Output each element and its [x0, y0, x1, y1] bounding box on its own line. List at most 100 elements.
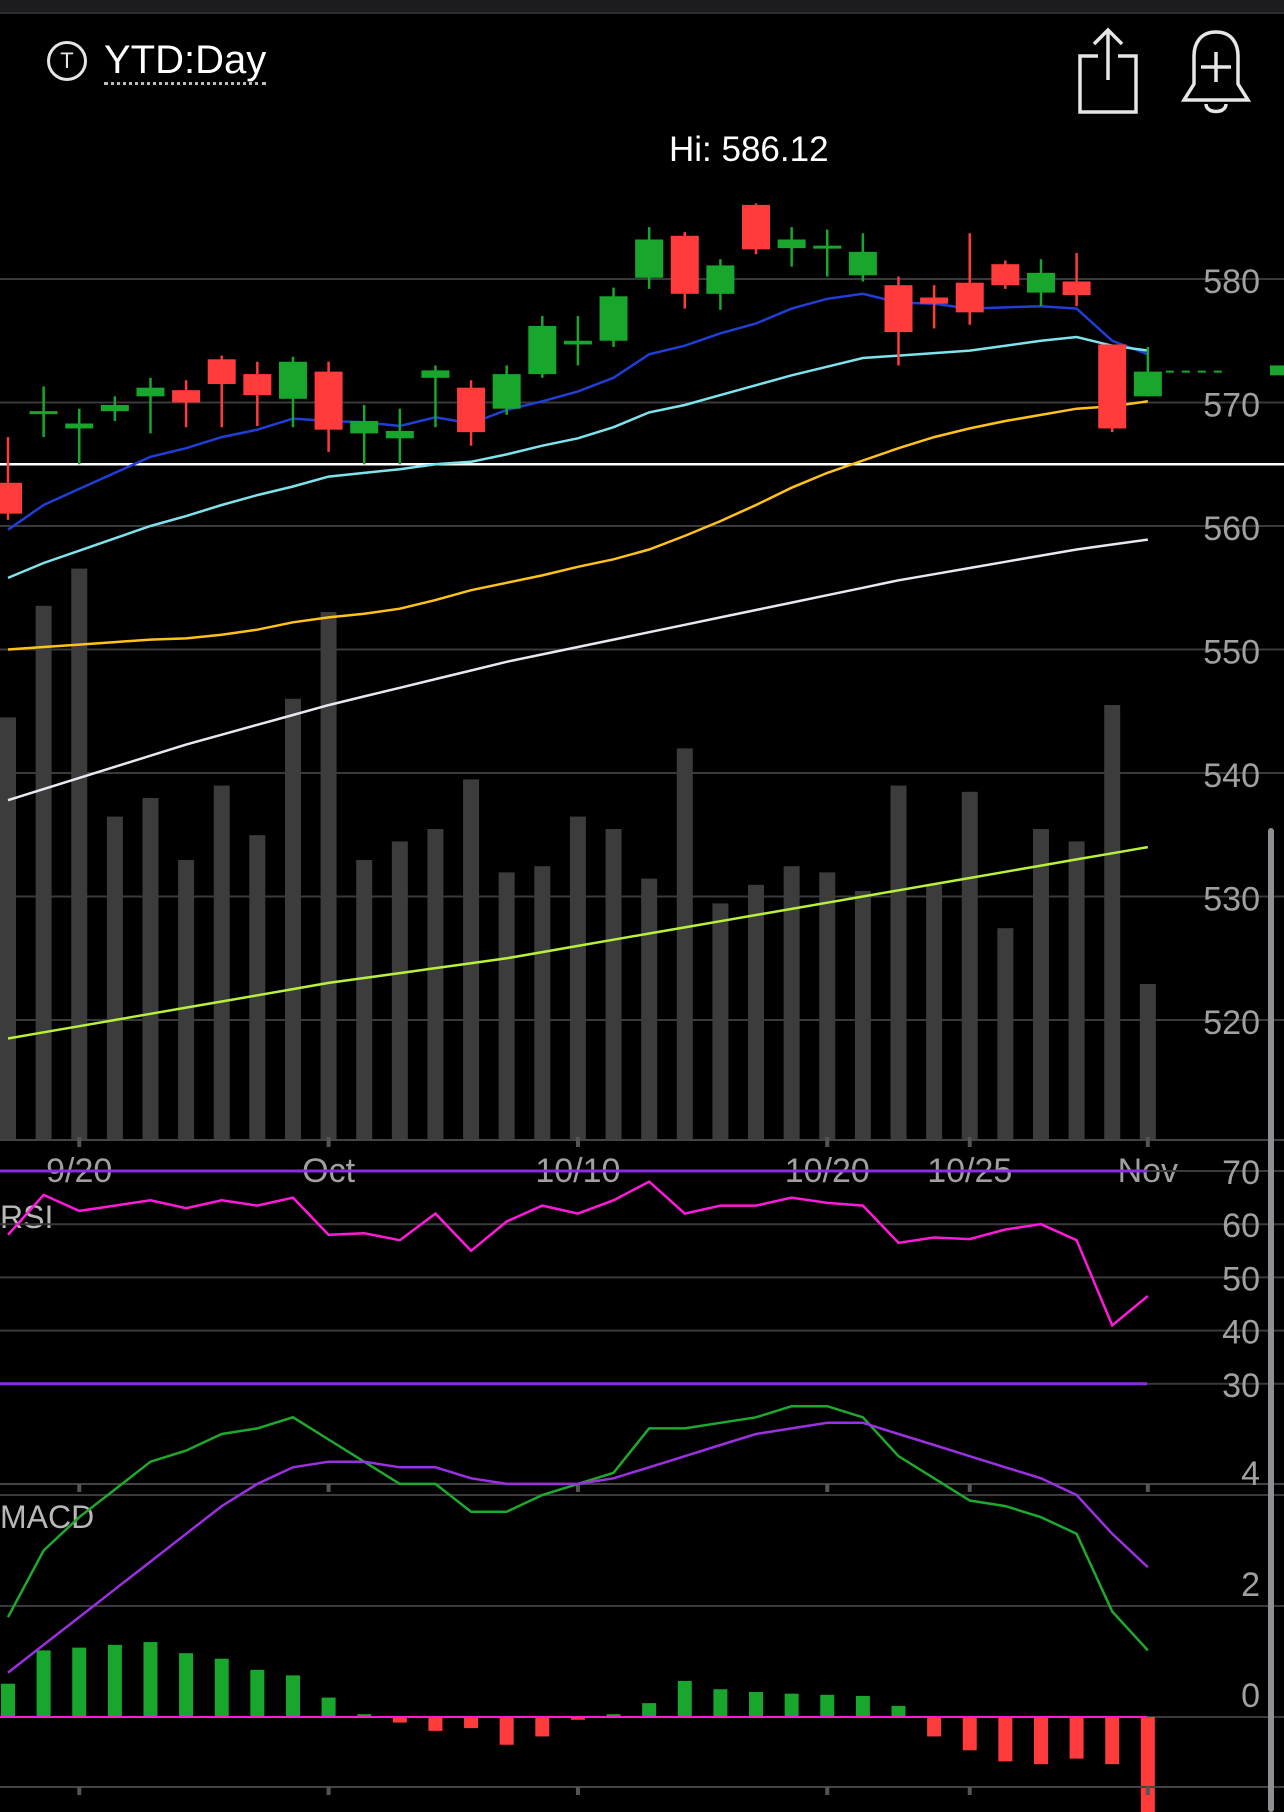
y-tick-label: 2	[1241, 1566, 1260, 1604]
candle	[528, 325, 557, 375]
macd-line	[6, 1404, 1149, 1652]
candle	[920, 297, 949, 304]
macd-histogram-bar	[891, 1705, 906, 1717]
macd-histogram-bar	[321, 1697, 336, 1717]
volume-bar	[605, 829, 622, 1139]
volume-bar	[142, 798, 159, 1139]
candle	[1026, 272, 1055, 293]
y-tick-label: 50	[1222, 1260, 1260, 1298]
moving-average-line	[7, 845, 1149, 1040]
volume-bar	[641, 878, 658, 1139]
macd-signal-line	[7, 1421, 1149, 1674]
volume-bar	[819, 872, 836, 1139]
candle	[350, 421, 379, 434]
period-selector[interactable]: YTD:Day	[104, 38, 267, 85]
y-tick-label: 70	[1222, 1154, 1260, 1192]
macd-histogram-bar	[1033, 1717, 1048, 1765]
macd-histogram-bar	[1105, 1717, 1120, 1765]
candle	[1133, 371, 1162, 397]
candle	[599, 296, 628, 341]
y-tick-label: 60	[1222, 1207, 1260, 1245]
candle	[1270, 365, 1284, 376]
rsi-line	[7, 1180, 1149, 1328]
volume-bar	[498, 872, 515, 1139]
share-icon	[1078, 27, 1138, 114]
macd-histogram-bar	[927, 1717, 942, 1737]
scrollbar-thumb	[1268, 828, 1274, 1812]
macd-histogram-bar	[606, 1714, 621, 1717]
volume-bar	[676, 748, 693, 1139]
macd-histogram-bar	[499, 1717, 514, 1745]
volume-bar	[534, 866, 551, 1139]
chart-header: T YTD:Day	[0, 14, 1284, 114]
macd-histogram-bar	[749, 1692, 764, 1717]
volume-bar	[71, 568, 88, 1139]
volume-bar	[854, 891, 871, 1139]
volume-bar	[926, 884, 943, 1139]
moving-average-line	[7, 335, 1149, 580]
y-tick-label: 30	[1222, 1367, 1260, 1405]
volume-bar	[106, 816, 123, 1139]
macd-histogram-bar	[535, 1717, 550, 1737]
candle	[172, 390, 201, 403]
volume-bar	[249, 835, 266, 1139]
candle	[100, 404, 129, 412]
macd-histogram-bar	[1, 1683, 15, 1717]
y-tick-label: 520	[1203, 1004, 1260, 1042]
moving-average-line	[7, 400, 1149, 651]
macd-histogram-bar	[214, 1658, 229, 1717]
macd-histogram-bar	[642, 1703, 657, 1717]
macd-histogram-bar	[428, 1717, 443, 1731]
symbol-t-icon: T	[47, 41, 87, 81]
macd-histogram-bar	[107, 1644, 122, 1717]
volume-bar	[961, 791, 978, 1139]
macd-histogram-bar	[143, 1642, 158, 1717]
high-label: Hi: 586.12	[669, 130, 829, 169]
macd-histogram-bar	[179, 1653, 194, 1717]
candle	[243, 374, 272, 396]
volume-bar	[0, 717, 16, 1139]
macd-histogram-bar	[285, 1675, 300, 1717]
volume-bar	[1139, 984, 1156, 1139]
candle	[29, 411, 58, 415]
candle	[136, 387, 165, 397]
candle	[421, 370, 450, 378]
macd-histogram-bar	[570, 1717, 585, 1720]
candle	[777, 239, 806, 249]
candle	[1098, 344, 1127, 429]
volume-bar	[213, 785, 230, 1139]
candle	[207, 359, 236, 384]
y-tick-label: 580	[1203, 263, 1260, 301]
candle	[492, 374, 521, 409]
y-tick-label: 560	[1203, 510, 1260, 548]
rsi-title: RSI	[0, 1199, 53, 1235]
macd-histogram-bar	[820, 1694, 835, 1717]
candle	[813, 245, 842, 249]
volume-bar	[391, 841, 408, 1139]
moving-average-line	[7, 538, 1149, 802]
volume-bar	[463, 779, 480, 1139]
candle	[742, 204, 771, 250]
macd-histogram-bar	[784, 1693, 799, 1717]
candle	[563, 340, 592, 345]
bell-plus-icon	[1180, 30, 1252, 114]
macd-histogram-bar	[962, 1717, 977, 1751]
candle	[314, 371, 343, 430]
macd-histogram-bar	[1069, 1717, 1084, 1759]
volume-bar	[320, 612, 337, 1139]
candle	[278, 361, 307, 399]
macd-histogram-bar	[72, 1647, 87, 1717]
macd-histogram-bar	[36, 1650, 51, 1717]
volume-bar	[35, 605, 52, 1139]
candle	[670, 235, 699, 294]
volume-bar	[783, 866, 800, 1139]
candle	[1062, 281, 1091, 296]
candle	[385, 430, 414, 439]
top-border	[0, 0, 1284, 14]
share-button[interactable]	[1072, 26, 1146, 116]
volume-bar	[748, 884, 765, 1139]
add-alert-button[interactable]	[1180, 26, 1252, 118]
candle	[0, 482, 22, 514]
